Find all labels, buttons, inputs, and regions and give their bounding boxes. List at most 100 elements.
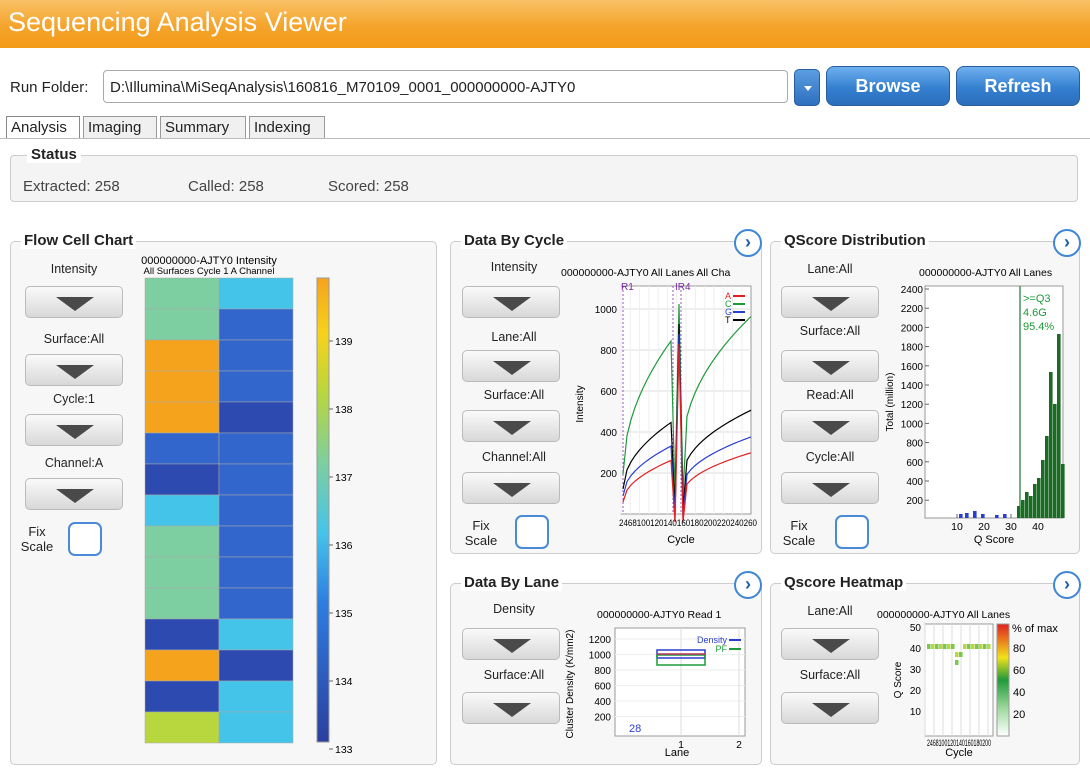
qheat-cell — [947, 644, 951, 649]
surface-dropdown-button[interactable] — [25, 354, 123, 386]
lane-surface-dropdown-button[interactable] — [462, 692, 560, 724]
tab-indexing[interactable]: Indexing — [249, 116, 325, 138]
qdist-ytick: 400 — [906, 477, 923, 488]
lane-legend-label: PF — [715, 644, 727, 654]
data-by-cycle-next-icon[interactable]: › — [734, 229, 762, 257]
qdist-ytick: 2000 — [901, 323, 924, 334]
lane-ytick: 1000 — [589, 651, 612, 662]
cycle-legend-label: C — [725, 299, 732, 309]
colorbar-tick: 137 — [335, 472, 353, 484]
qdist-surface-dropdown-button[interactable] — [781, 350, 879, 382]
qscore-histogram-bars — [959, 334, 1065, 518]
cycle-fix-scale-checkbox[interactable] — [515, 515, 549, 549]
qdist-read-dropdown-button[interactable] — [781, 410, 879, 442]
refresh-button[interactable]: Refresh — [956, 66, 1080, 106]
qdist-cycle-dropdown-button[interactable] — [781, 472, 879, 504]
qdist-fix-scale-label: Fix Scale — [782, 518, 816, 548]
status-extracted: Extracted: 258 — [23, 178, 120, 195]
cycle-legend-label: G — [725, 307, 732, 317]
qdist-lane-dropdown-button[interactable] — [781, 286, 879, 318]
tab-summary[interactable]: Summary — [160, 116, 246, 138]
cycle-lane-dropdown-button[interactable] — [462, 350, 560, 382]
qscore-heatmap-next-icon[interactable]: › — [1053, 571, 1081, 599]
flow-cell-tile — [144, 401, 220, 434]
cycle-metric-dropdown-button[interactable] — [462, 286, 560, 318]
qdist-bar — [1057, 334, 1061, 518]
qdist-ytick: 600 — [906, 458, 923, 469]
qheat-cell — [943, 644, 947, 649]
qheat-cell — [955, 660, 959, 665]
read-marker-ir4: IR4 — [675, 282, 691, 293]
qscore-distribution-next-icon[interactable]: › — [1053, 229, 1081, 257]
lane-metric-dropdown-button[interactable] — [462, 628, 560, 660]
cycle-surface-label: Surface:All — [483, 388, 545, 402]
qdist-ytick: 1800 — [901, 343, 924, 354]
qheat-cell — [951, 644, 955, 649]
run-folder-input[interactable]: D:\Illumina\MiSeqAnalysis\160816_M70109_… — [103, 70, 788, 103]
data-by-lane-next-icon[interactable]: › — [734, 571, 762, 599]
flow-cell-tile — [218, 401, 294, 434]
qheat-cbar-tick: 60 — [1013, 665, 1025, 677]
flow-cell-chart-title: 000000000-AJTY0 Intensity — [141, 256, 277, 267]
qdist-bar — [965, 513, 969, 518]
cycle-label: Cycle:1 — [53, 392, 95, 406]
qdist-fix-scale-checkbox[interactable] — [835, 515, 869, 549]
qscore-heatmap-panel: Qscore Heatmap › Lane:All Surface:All 00… — [770, 571, 1081, 765]
cycle-xlabel: Cycle — [667, 534, 695, 546]
qheat-ylabel: Q Score — [893, 661, 904, 698]
cycle-surface-dropdown-button[interactable] — [462, 410, 560, 442]
qdist-ytick: 1400 — [901, 381, 924, 392]
qheat-cell — [931, 644, 935, 649]
flow-cell-tile — [218, 525, 294, 558]
fix-scale-checkbox[interactable] — [68, 522, 102, 556]
status-scored: Scored: 258 — [328, 178, 409, 195]
tab-imaging[interactable]: Imaging — [83, 116, 157, 138]
run-folder-dropdown-button[interactable] — [794, 69, 820, 106]
qheat-ytick: 20 — [910, 686, 922, 697]
flow-cell-tile — [218, 618, 294, 651]
qscore-heatmap-cells — [927, 644, 991, 665]
qdist-ylabel: Total (million) — [885, 373, 896, 432]
flow-cell-tile — [144, 556, 220, 589]
metric-dropdown-button[interactable] — [25, 286, 123, 318]
data-by-lane-title: Data By Lane — [461, 574, 563, 591]
flow-cell-tile — [144, 711, 220, 744]
lane-legend-label: Density — [697, 635, 728, 645]
flow-cell-tile — [144, 494, 220, 527]
flow-cell-tile — [144, 587, 220, 620]
flow-cell-tile — [218, 649, 294, 682]
qdist-ytick: 800 — [906, 439, 923, 450]
qdist-bar — [1049, 372, 1053, 518]
qscore-distribution-title: QScore Distribution — [781, 232, 929, 249]
qdist-bar — [1045, 436, 1049, 518]
qdist-annot-percent: 95.4% — [1023, 321, 1054, 333]
channel-dropdown-button[interactable] — [25, 478, 123, 510]
cycle-ytick: 1000 — [595, 305, 618, 316]
qheat-lane-dropdown-button[interactable] — [781, 628, 879, 660]
browse-button[interactable]: Browse — [826, 66, 950, 106]
qdist-bar — [1021, 500, 1025, 518]
cycle-dropdown-button[interactable] — [25, 414, 123, 446]
lane-chart-title: 000000000-AJTY0 Read 1 — [597, 609, 721, 621]
qheat-surface-dropdown-button[interactable] — [781, 692, 879, 724]
lane-annot: 28 — [629, 723, 641, 735]
cycle-ytick: 400 — [600, 428, 617, 439]
run-folder-label: Run Folder: — [10, 79, 89, 96]
qdist-ytick: 2200 — [901, 304, 924, 315]
flow-cell-tile — [144, 649, 220, 682]
lane-metric-label: Density — [493, 602, 535, 616]
qdist-bar — [973, 511, 977, 518]
cycle-channel-dropdown-button[interactable] — [462, 472, 560, 504]
qheat-xticks: 2468100120140160180200 — [927, 738, 991, 748]
flow-cell-tile — [144, 277, 220, 310]
qheat-ytick: 10 — [910, 707, 922, 718]
cycle-ytick: 800 — [600, 346, 617, 357]
qdist-annot-yield: 4.6G — [1023, 307, 1047, 319]
qheat-ytick: 30 — [910, 665, 922, 676]
flow-cell-tile — [218, 463, 294, 496]
qdist-bar — [995, 515, 999, 518]
qdist-chart-title: 000000000-AJTY0 All Lanes — [919, 267, 1052, 279]
qdist-xtick: 40 — [1032, 521, 1044, 533]
run-folder-row: Run Folder: D:\Illumina\MiSeqAnalysis\16… — [0, 64, 1090, 110]
tab-analysis[interactable]: Analysis — [6, 116, 80, 139]
